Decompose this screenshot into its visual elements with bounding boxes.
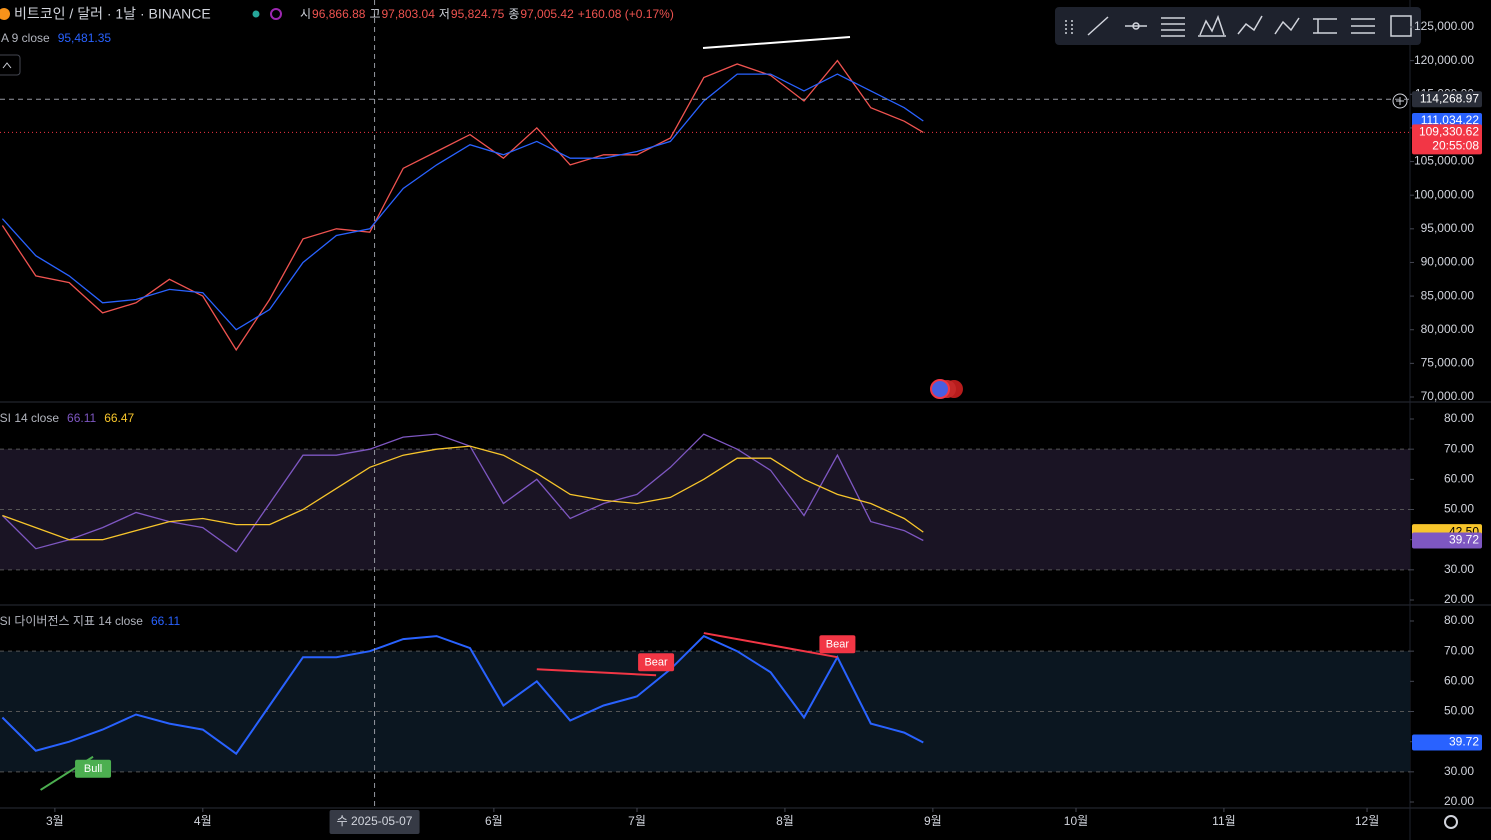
series-line bbox=[1, 634, 924, 756]
x-tick-label: 3월 bbox=[46, 814, 64, 828]
y-tick-label: 120,000.00 bbox=[1414, 53, 1474, 67]
divergence-tag bbox=[819, 635, 856, 654]
series-line bbox=[2, 445, 924, 541]
divergence-line bbox=[703, 632, 838, 659]
y-tick-label: 80.00 bbox=[1444, 411, 1474, 425]
price-label: 114,268.97 bbox=[1420, 91, 1479, 105]
y-tick-label: 80.00 bbox=[1444, 613, 1474, 627]
y-tick-label: 90,000.00 bbox=[1421, 255, 1475, 269]
divergence-line bbox=[536, 668, 657, 677]
tool-pattern[interactable] bbox=[1198, 14, 1226, 37]
divergence-label: Bear bbox=[644, 657, 668, 669]
tool-hline[interactable] bbox=[1125, 22, 1147, 30]
tool-fib[interactable] bbox=[1161, 17, 1185, 37]
y-tick-label: 60.00 bbox=[1444, 674, 1474, 688]
y-tick-label: 60.00 bbox=[1444, 472, 1474, 486]
series-line bbox=[1, 73, 924, 331]
change: +160.08 (+0.17%) bbox=[578, 7, 674, 21]
ohlc-label: 종 bbox=[508, 7, 519, 21]
status-dot[interactable] bbox=[252, 10, 260, 18]
settings-button[interactable] bbox=[1444, 815, 1458, 829]
divergence-tag bbox=[75, 759, 112, 778]
x-tick-label: 12월 bbox=[1355, 814, 1379, 828]
drawing-toolbar bbox=[1055, 7, 1421, 45]
ohlc-label: 시 bbox=[300, 7, 311, 21]
tool-rect[interactable] bbox=[1390, 15, 1412, 37]
add-button[interactable] bbox=[1392, 93, 1408, 109]
price-label: 109,330.62 bbox=[1419, 125, 1479, 139]
flag-marker[interactable] bbox=[930, 379, 963, 399]
tool-range[interactable] bbox=[1313, 18, 1337, 34]
ohlc-label: 저 bbox=[439, 7, 450, 21]
y-tick-label: 50.00 bbox=[1444, 704, 1474, 718]
y-tick-label: 125,000.00 bbox=[1414, 19, 1474, 33]
chevron bbox=[2, 62, 12, 69]
y-tick-label: 105,000.00 bbox=[1414, 154, 1474, 168]
y-tick-label: 85,000.00 bbox=[1421, 288, 1475, 302]
price-label-bg bbox=[1412, 124, 1482, 155]
legend-value: 66.11 bbox=[67, 411, 96, 425]
x-tick-label: 6월 bbox=[485, 814, 503, 828]
y-tick-label: 70,000.00 bbox=[1421, 389, 1475, 403]
symbol-icon bbox=[0, 8, 10, 20]
legend-value: 95,481.35 bbox=[58, 31, 112, 45]
y-tick-label: 30.00 bbox=[1444, 764, 1474, 778]
legend-text: MA 9 close bbox=[0, 31, 50, 45]
y-tick-label: 50.00 bbox=[1444, 502, 1474, 516]
x-tick-label: 7월 bbox=[628, 814, 646, 828]
price-label: 111,034.22 bbox=[1421, 113, 1480, 127]
divergence-tag bbox=[638, 653, 675, 672]
symbol: 비트코인 / 달러 · 1날 · BINANCE bbox=[14, 6, 211, 22]
x-tick-label: 10월 bbox=[1064, 814, 1088, 828]
ohlc-label: 고 bbox=[369, 7, 380, 21]
series-line bbox=[1, 59, 924, 352]
y-tick-label: 100,000.00 bbox=[1414, 187, 1474, 201]
x-tick-label: 9월 bbox=[924, 814, 942, 828]
y-tick-label: 80,000.00 bbox=[1421, 322, 1475, 336]
price-label-bg bbox=[1412, 91, 1482, 108]
price-label-bg bbox=[1412, 532, 1482, 549]
ohlc-value: 97,803.04 bbox=[381, 7, 435, 21]
divergence-label: Bull bbox=[84, 763, 102, 775]
x-tick-label: 11월 bbox=[1212, 814, 1236, 828]
legend-value: 66.11 bbox=[151, 614, 180, 628]
crosshair-tag bbox=[329, 810, 420, 834]
ohlc-value: 97,005.42 bbox=[520, 7, 574, 21]
tool-trend[interactable] bbox=[1087, 16, 1109, 36]
y-tick-label: 70.00 bbox=[1444, 441, 1474, 455]
ohlc-value: 96,866.88 bbox=[312, 7, 366, 21]
status-icon[interactable] bbox=[270, 8, 282, 20]
y-tick-label: 70.00 bbox=[1444, 643, 1474, 657]
crosshair-label: 수 2025-05-07 bbox=[337, 814, 413, 828]
y-tick-label: 20.00 bbox=[1444, 592, 1474, 606]
collapse-button[interactable] bbox=[0, 54, 21, 76]
price-label: 39.72 bbox=[1449, 533, 1479, 547]
trend-line[interactable] bbox=[702, 36, 851, 49]
legend-value: 66.47 bbox=[104, 411, 134, 425]
tool-elliott[interactable] bbox=[1237, 15, 1263, 35]
y-tick-label: 20.00 bbox=[1444, 794, 1474, 808]
countdown: 20:55:08 bbox=[1432, 139, 1479, 153]
y-tick-label: 95,000.00 bbox=[1421, 221, 1475, 235]
tool-measure[interactable] bbox=[1351, 18, 1375, 34]
y-tick-label: 30.00 bbox=[1444, 562, 1474, 576]
legend-text: RSI 14 close bbox=[0, 411, 59, 425]
ohlc-value: 95,824.75 bbox=[451, 7, 505, 21]
divergence-label: Bear bbox=[826, 639, 850, 651]
y-tick-label: 75,000.00 bbox=[1421, 356, 1475, 370]
tool-abcd[interactable] bbox=[1274, 17, 1300, 35]
price-label: 39.72 bbox=[1449, 735, 1479, 749]
x-tick-label: 4월 bbox=[194, 814, 212, 828]
x-tick-label: 8월 bbox=[776, 814, 794, 828]
price-label-bg bbox=[1412, 734, 1482, 751]
legend-text: RSI 다이버전스 지표 14 close bbox=[0, 614, 143, 628]
